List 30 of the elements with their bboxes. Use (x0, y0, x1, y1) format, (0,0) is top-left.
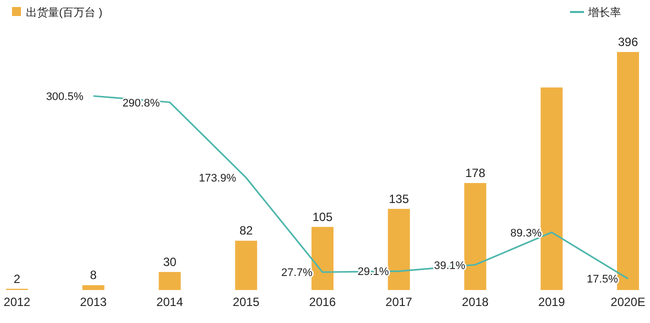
x-tick-label: 2014 (156, 295, 184, 309)
data-label: 105 (312, 210, 333, 224)
x-tick-label: 2013 (80, 295, 108, 309)
bar (158, 272, 181, 290)
data-label: 2 (14, 272, 21, 286)
x-tick-label: 2018 (462, 295, 489, 309)
bar (464, 183, 486, 290)
legend-label: 出货量(百万台 ) (26, 6, 102, 19)
x-tick-label: 2016 (309, 295, 336, 309)
data-label: 396 (618, 35, 638, 49)
legend-label: 增长率 (587, 6, 621, 19)
data-label: 30 (163, 254, 177, 269)
x-tick-label: 2017 (386, 295, 413, 309)
data-label: 8 (90, 268, 98, 282)
x-tick-label: 2012 (4, 295, 31, 309)
x-tick-label: 2015 (232, 295, 260, 309)
data-label: 135 (388, 192, 410, 206)
data-label: 173.9% (198, 172, 236, 185)
bar (312, 226, 334, 290)
data-label: 290.8% (122, 97, 160, 110)
x-tick-label: 2019 (538, 295, 566, 309)
x-tick-label: 2020E (610, 295, 646, 309)
bar (235, 240, 258, 290)
bar (617, 52, 639, 290)
data-label: 300.5% (46, 91, 84, 103)
data-label: 178 (465, 166, 486, 180)
bar (540, 87, 563, 290)
bar (82, 285, 104, 290)
data-label: 82 (239, 224, 254, 238)
bar (388, 208, 410, 290)
